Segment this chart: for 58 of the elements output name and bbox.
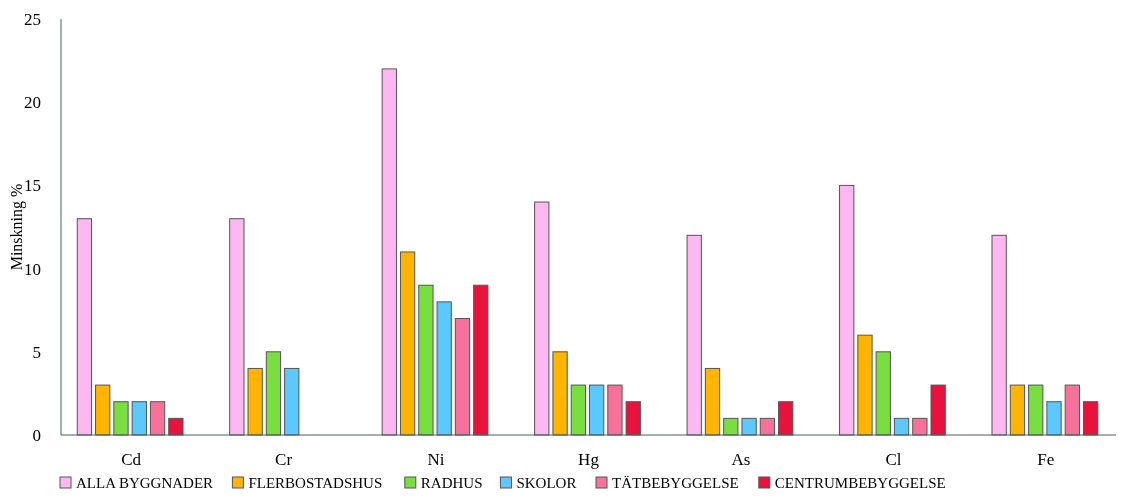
x-tick-label: Cd <box>121 450 142 469</box>
bar <box>113 401 129 436</box>
bar <box>704 367 721 436</box>
bar <box>991 234 1007 436</box>
bar <box>229 218 245 436</box>
y-axis-title: Minskning % <box>8 183 26 271</box>
bar <box>247 367 263 436</box>
x-tick-label: Hg <box>578 450 600 469</box>
y-tick-label: 25 <box>24 9 41 29</box>
legend-label: ALLA BYGGNADER <box>76 475 214 491</box>
bar <box>149 401 166 436</box>
bar <box>168 417 184 436</box>
bar <box>95 384 111 436</box>
y-tick-label: 20 <box>24 93 41 113</box>
bar <box>473 284 489 436</box>
bar <box>418 284 434 436</box>
bar <box>284 367 300 436</box>
bar <box>399 251 416 436</box>
bar <box>1082 401 1099 436</box>
bar <box>1028 384 1044 436</box>
bar <box>436 301 452 436</box>
bar <box>589 384 605 436</box>
y-tick-label: 5 <box>32 342 41 362</box>
bar <box>625 401 641 436</box>
legend-label: TÄTBEBYGGELSE <box>612 475 739 491</box>
y-tick-label: 15 <box>24 176 41 196</box>
x-tick-label: As <box>731 450 751 469</box>
bar <box>1064 384 1080 436</box>
x-tick-label: Cl <box>885 450 902 469</box>
bar <box>723 417 739 436</box>
bar <box>857 334 873 436</box>
bar <box>1009 384 1026 436</box>
bar <box>686 234 702 436</box>
x-tick-label: Ni <box>427 450 445 469</box>
bar <box>741 417 757 436</box>
y-tick-label: 0 <box>32 425 41 445</box>
x-tick-label: Cr <box>275 450 293 469</box>
legend-label: FLERBOSTADSHUS <box>248 475 383 491</box>
legend-label: RADHUS <box>420 475 483 491</box>
x-tick-label: Fe <box>1037 450 1055 469</box>
bar <box>534 201 550 436</box>
y-tick-label: 10 <box>24 259 41 279</box>
bar <box>839 184 855 436</box>
bar <box>552 351 568 436</box>
bar <box>381 68 397 436</box>
bar <box>912 417 928 436</box>
bar <box>570 384 586 436</box>
bar <box>607 384 623 436</box>
bar <box>76 218 93 436</box>
bar <box>131 401 147 436</box>
legend-label: CENTRUMBEBYGGELSE <box>774 475 946 491</box>
bar <box>930 384 946 436</box>
legend-label: SKOLOR <box>516 475 577 491</box>
bar <box>1046 401 1062 436</box>
bar <box>265 351 282 436</box>
bar <box>875 351 891 436</box>
bar <box>778 401 794 436</box>
bar <box>454 318 471 436</box>
